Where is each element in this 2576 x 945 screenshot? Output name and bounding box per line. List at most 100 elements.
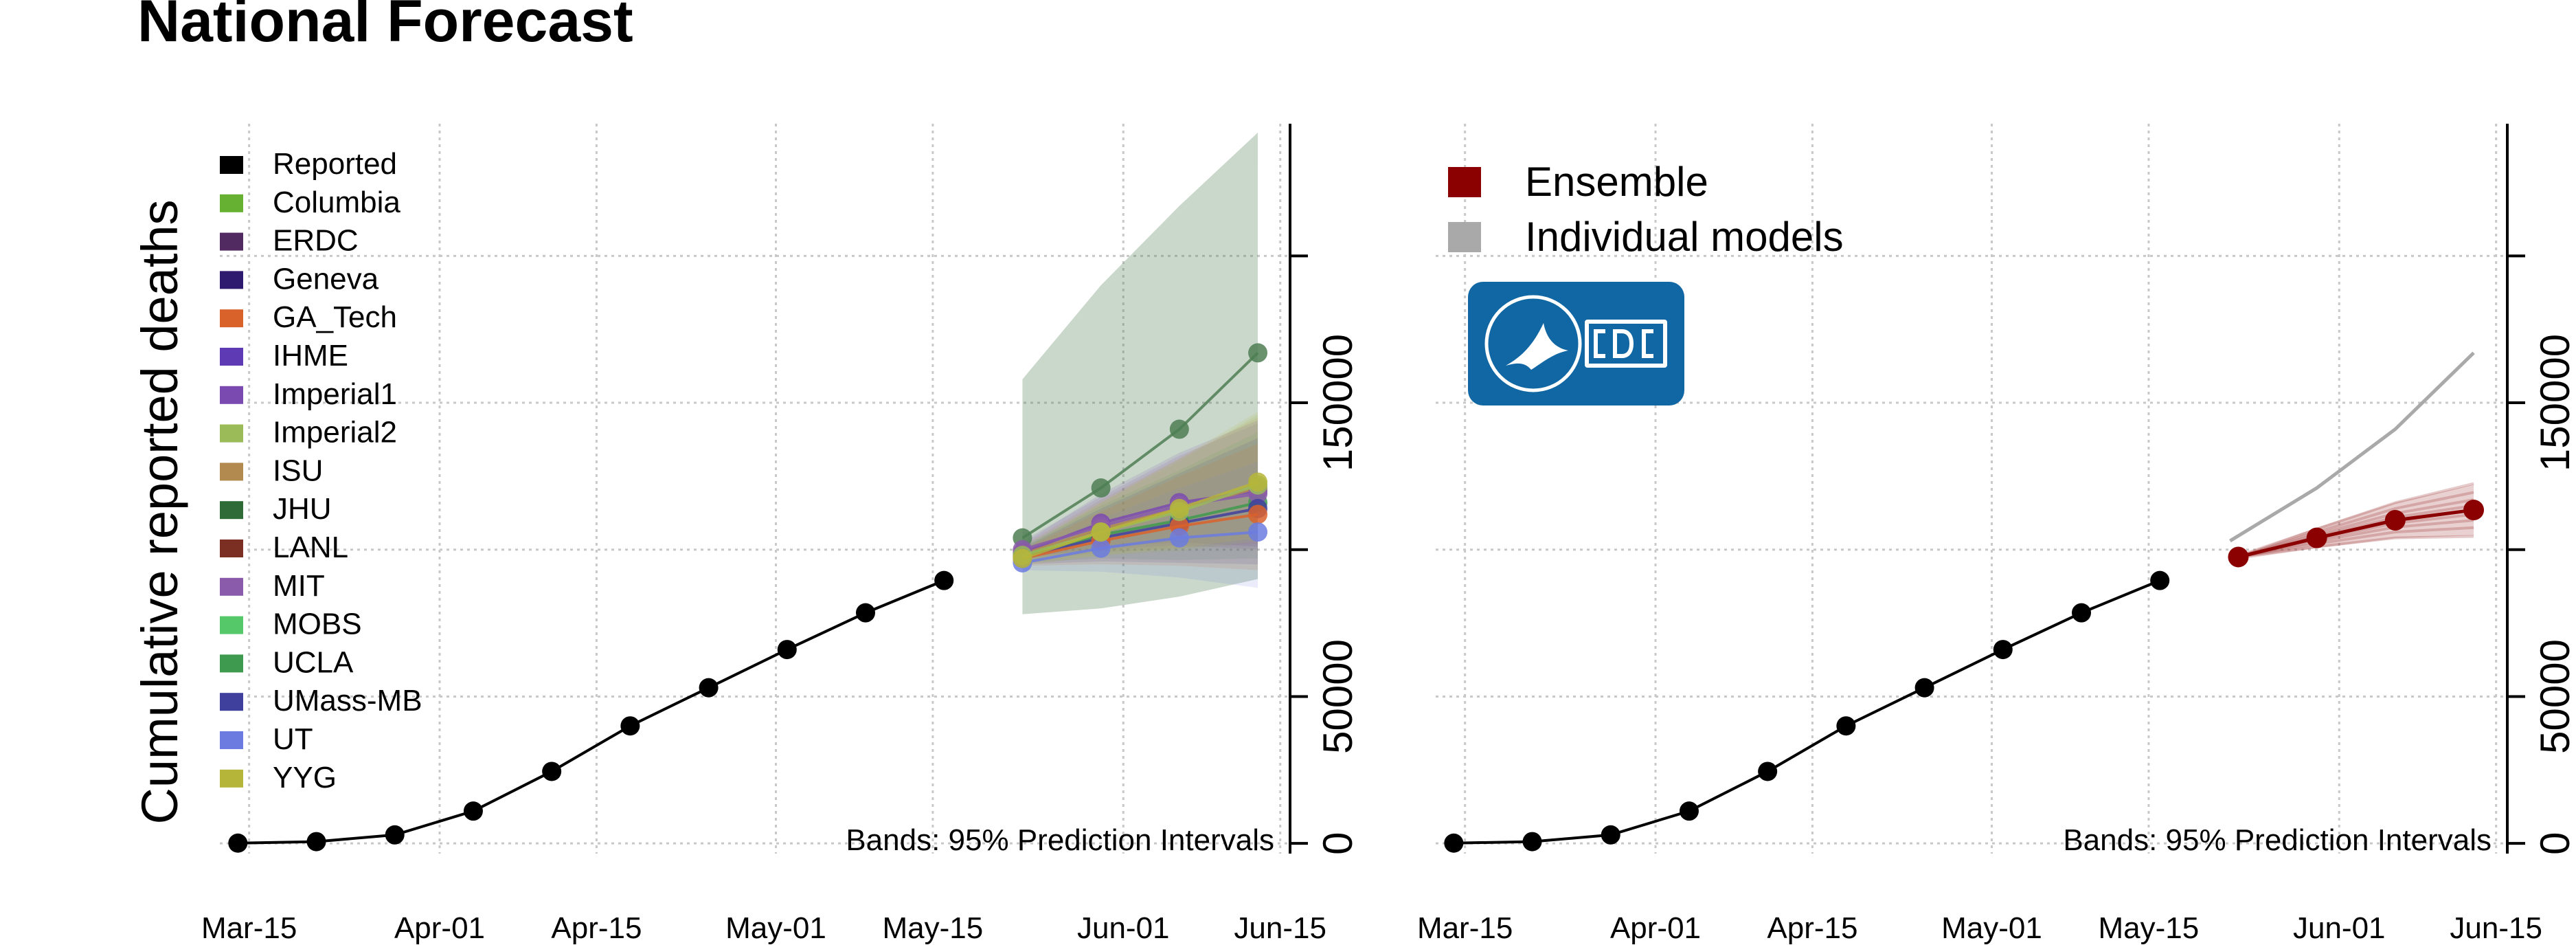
right-legend: Ensemble Individual models <box>1448 159 1844 260</box>
left-legend: Reported Columbia ERDC Geneva GA_Tech IHME Imp… <box>220 147 422 794</box>
left-y-axis-title: Cumulative reported deaths <box>131 199 188 824</box>
left-x-tick-label: May-01 <box>725 911 826 945</box>
right-reported <box>1444 570 2170 853</box>
legend-label-ensemble: Ensemble <box>1525 159 1708 205</box>
legend-label-mobs: MOBS <box>273 608 362 641</box>
legend-label-yyg: YYG <box>273 761 337 794</box>
legend-swatch-yyg <box>220 769 243 788</box>
legend-swatch-ucla <box>220 654 243 673</box>
left-reported-point <box>228 833 248 853</box>
right-reported-point <box>1914 678 1934 698</box>
right-x-tick-label: Jun-15 <box>2450 911 2542 945</box>
right-ensemble <box>2228 484 2485 568</box>
cdc-letters-icon <box>1594 329 1653 358</box>
right-x-tick-label: Apr-15 <box>1767 911 1857 945</box>
right-reported-point <box>1993 640 2013 660</box>
legend-swatch-imperial2 <box>220 424 243 443</box>
right-y-tick-label: 150000 <box>2532 334 2576 471</box>
legend-label-imperial2: Imperial2 <box>273 416 397 449</box>
legend-swatch-mit <box>220 577 243 596</box>
right-individual-model-line <box>2229 351 2475 543</box>
right-y-tick-label: 50000 <box>2532 639 2576 754</box>
left-y-tick-label: 50000 <box>1315 639 1361 754</box>
right-x-tick-label: Apr-01 <box>1610 911 1701 945</box>
legend-swatch-individual-models <box>1448 222 1481 252</box>
left-series-line-imperial2 <box>1021 483 1258 557</box>
left-band-jhu <box>1022 132 1258 614</box>
right-x-tick-label: Jun-01 <box>2293 911 2386 945</box>
left-grid <box>220 124 1290 854</box>
legend-label-imperial1: Imperial1 <box>273 377 397 411</box>
left-y-axis: 0 50000 150000 <box>1289 124 1361 855</box>
right-ensemble-line <box>2237 508 2474 559</box>
legend-label-ut: UT <box>273 722 313 756</box>
left-x-tick-label: May-15 <box>883 911 984 945</box>
left-series-lines <box>1013 343 1268 572</box>
left-x-tick-label: Jun-15 <box>1234 911 1326 945</box>
right-ensemble-member-line <box>2238 526 2474 559</box>
right-reported-point <box>2072 603 2091 623</box>
legend-label-ucla: UCLA <box>273 645 354 679</box>
left-series-point-yyg <box>1248 472 1268 492</box>
left-reported-point <box>777 640 797 660</box>
legend-label-jhu: JHU <box>273 492 332 526</box>
page-title: National Forecast <box>137 0 633 54</box>
legend-label-lanl: LANL <box>273 531 348 564</box>
left-y-tick-label: 150000 <box>1315 334 1361 471</box>
left-series-line-umass-mb <box>1021 507 1258 559</box>
left-band-yyg <box>1022 411 1258 566</box>
legend-label-ihme: IHME <box>273 339 348 373</box>
left-series-point-ut <box>1169 528 1189 548</box>
cdc-logo-background <box>1468 282 1684 405</box>
right-ensemble-point <box>2228 546 2249 568</box>
legend-swatch-ihme <box>220 348 243 366</box>
left-panel: Mar-15 Apr-01 Apr-15 May-01 May-15 Jun-01 Jun-… <box>131 124 1361 945</box>
hhs-eagle-icon <box>1506 323 1568 370</box>
right-reported-point <box>1758 761 1778 781</box>
legend-swatch-mobs <box>220 616 243 634</box>
left-reported <box>228 570 954 853</box>
right-reported-point <box>2150 570 2170 590</box>
right-x-tick-label: May-15 <box>2099 911 2200 945</box>
left-x-tick-label: Mar-15 <box>201 911 297 945</box>
left-y-tick-label: 0 <box>1315 832 1361 854</box>
right-ensemble-point <box>2306 527 2327 548</box>
right-ensemble-point <box>2384 510 2406 531</box>
left-series-line-yyg <box>1021 480 1258 560</box>
right-ensemble-member-line <box>2237 482 2474 559</box>
legend-swatch-umass-mb <box>220 693 243 711</box>
right-y-tick-label: 0 <box>2532 832 2576 854</box>
left-series-line-jhu <box>1021 351 1259 540</box>
left-series-point-ut <box>1248 522 1268 542</box>
right-bands-note: Bands: 95% Prediction Intervals <box>2063 823 2492 857</box>
left-reported-point <box>620 716 640 736</box>
legend-label-umass-mb: UMass-MB <box>273 684 422 718</box>
right-panel: Mar-15 Apr-01 Apr-15 May-01 May-15 Jun-01 Jun-… <box>1417 124 2576 945</box>
left-reported-point <box>542 761 562 781</box>
cdc-logo <box>1468 282 1684 405</box>
right-x-axis: Mar-15 Apr-01 Apr-15 May-01 May-15 Jun-01 Jun-… <box>1417 911 2542 945</box>
left-reported-point <box>934 570 954 590</box>
legend-label-erdc: ERDC <box>273 224 359 258</box>
left-series-line-ut <box>1022 531 1258 564</box>
legend-swatch-ga_tech <box>220 309 243 328</box>
legend-swatch-lanl <box>220 540 243 557</box>
right-ensemble-member-line <box>2237 491 2474 559</box>
left-series-point-yyg <box>1169 498 1189 518</box>
legend-swatch-geneva <box>220 271 243 289</box>
legend-label-individual-models: Individual models <box>1525 214 1844 260</box>
left-series-line-mit <box>1021 492 1258 551</box>
left-reported-point <box>699 678 719 698</box>
legend-swatch-reported <box>220 156 243 174</box>
left-series-point-yyg <box>1091 522 1111 542</box>
legend-label-isu: ISU <box>273 454 323 487</box>
left-series-point-jhu <box>1091 478 1111 498</box>
right-ensemble-member-line <box>2238 535 2474 559</box>
right-reported-line <box>1454 579 2160 845</box>
right-reported-point <box>1522 832 1542 852</box>
left-series-point-yyg <box>1013 548 1032 568</box>
left-series-point-ut <box>1091 538 1111 558</box>
left-series-point-jhu <box>1169 419 1189 439</box>
legend-label-geneva: Geneva <box>273 262 379 296</box>
right-x-tick-label: May-01 <box>1941 911 2042 945</box>
